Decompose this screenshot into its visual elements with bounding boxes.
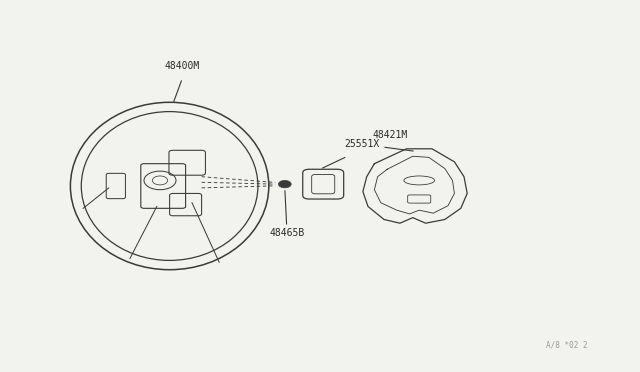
Circle shape — [278, 180, 291, 188]
Text: 48400M: 48400M — [164, 61, 200, 71]
Text: A/8 *02 2: A/8 *02 2 — [545, 341, 588, 350]
Text: 25551X: 25551X — [344, 139, 380, 149]
Text: 48421M: 48421M — [372, 129, 408, 140]
Text: 48465B: 48465B — [269, 228, 305, 238]
